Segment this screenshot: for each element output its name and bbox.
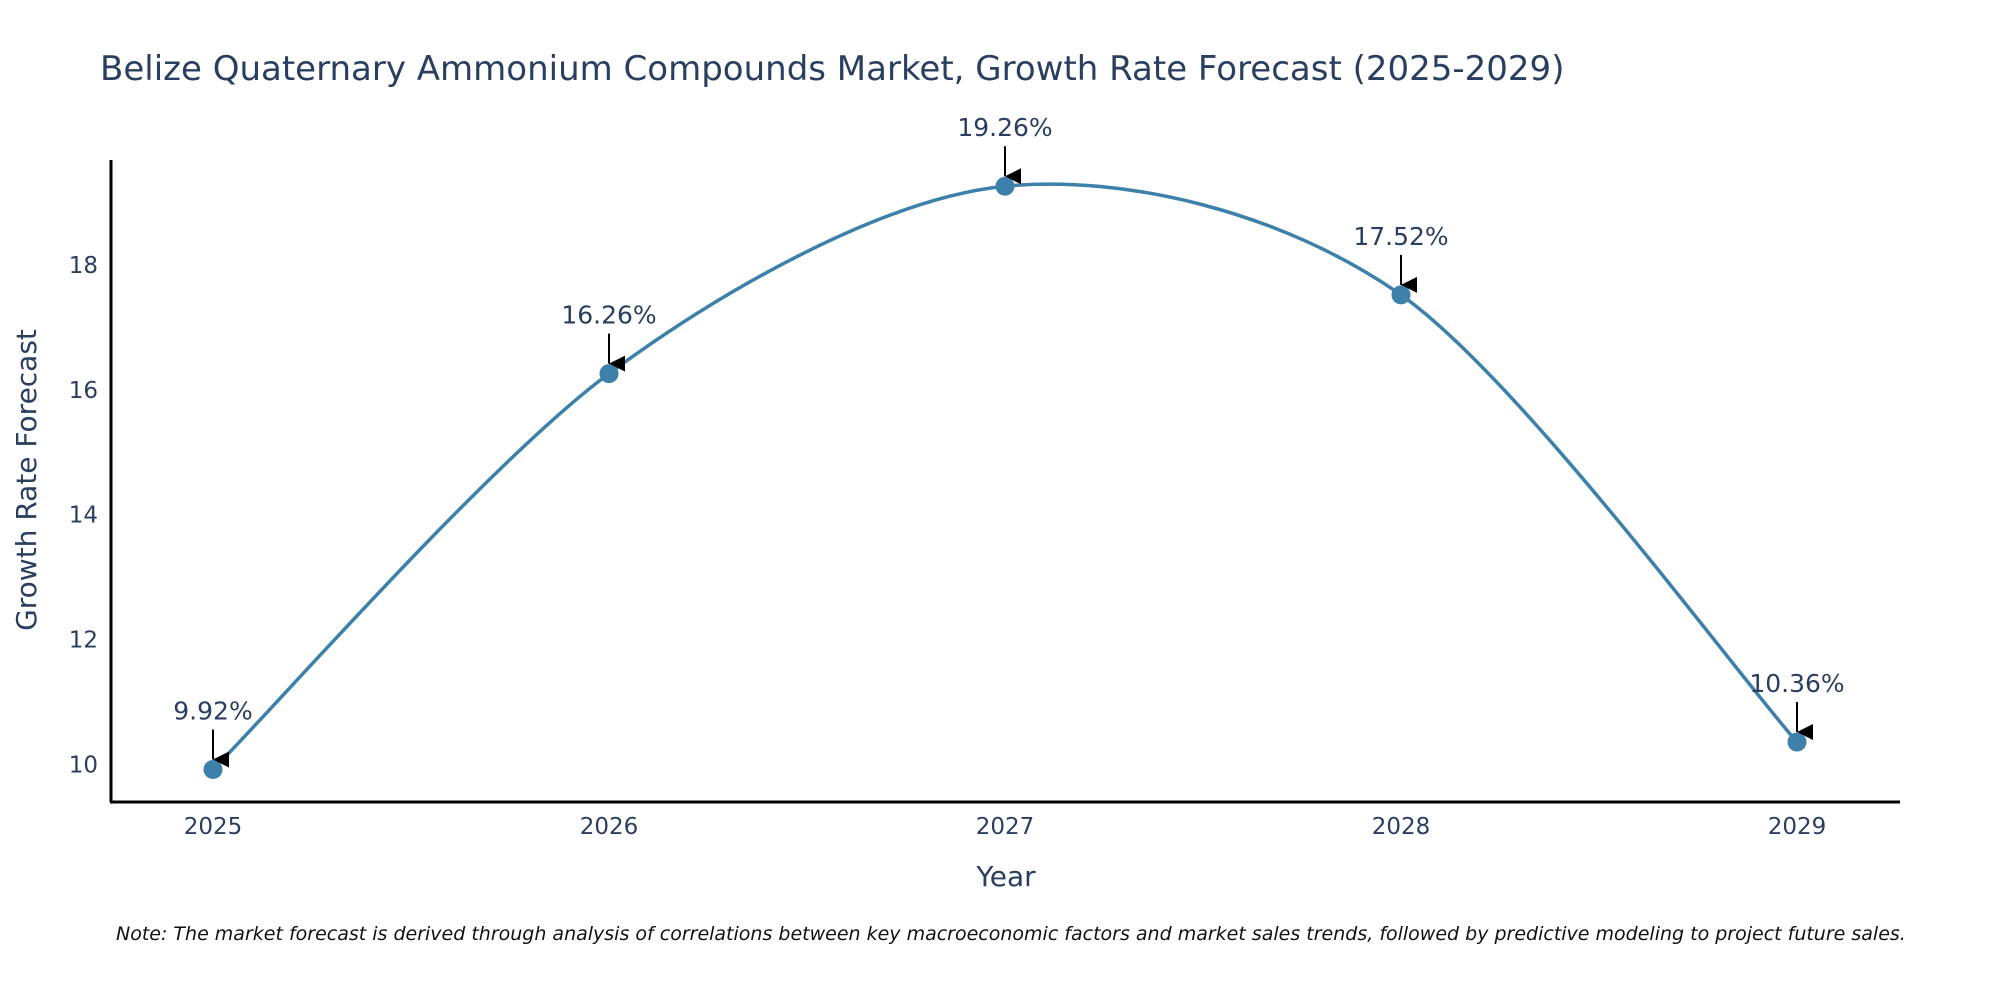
x-tick-labels: 2025 2026 2027 2028 2029 bbox=[184, 814, 1827, 840]
x-axis-title: Year bbox=[975, 860, 1036, 893]
y-tick-label: 16 bbox=[69, 378, 98, 404]
y-tick-label: 12 bbox=[69, 628, 98, 654]
data-label: 19.26% bbox=[957, 113, 1052, 142]
data-annotations: 9.92% 16.26% 19.26% 17.52% 10.36% bbox=[173, 113, 1845, 768]
x-tick-label: 2027 bbox=[976, 814, 1035, 840]
data-points bbox=[203, 176, 1807, 780]
y-tick-label: 14 bbox=[69, 503, 98, 529]
x-tick-label: 2026 bbox=[580, 814, 639, 840]
y-tick-label: 10 bbox=[69, 753, 98, 779]
data-label: 9.92% bbox=[173, 697, 252, 726]
y-tick-labels: 10 12 14 16 18 bbox=[69, 253, 98, 779]
data-point bbox=[1391, 285, 1411, 305]
x-tick-label: 2025 bbox=[184, 814, 243, 840]
data-point bbox=[599, 364, 619, 384]
x-tick-label: 2028 bbox=[1372, 814, 1431, 840]
series-line bbox=[211, 182, 1799, 771]
footnote: Note: The market forecast is derived thr… bbox=[116, 923, 1906, 945]
data-point bbox=[995, 176, 1015, 196]
data-point bbox=[1787, 732, 1807, 752]
chart-title: Belize Quaternary Ammonium Compounds Mar… bbox=[100, 49, 1564, 89]
x-tick-label: 2029 bbox=[1768, 814, 1827, 840]
y-axis-title: Growth Rate Forecast bbox=[10, 329, 43, 631]
y-tick-label: 18 bbox=[69, 253, 98, 279]
data-label: 16.26% bbox=[561, 301, 656, 330]
data-label: 17.52% bbox=[1353, 222, 1448, 251]
data-point bbox=[203, 760, 223, 780]
data-label: 10.36% bbox=[1749, 669, 1844, 698]
